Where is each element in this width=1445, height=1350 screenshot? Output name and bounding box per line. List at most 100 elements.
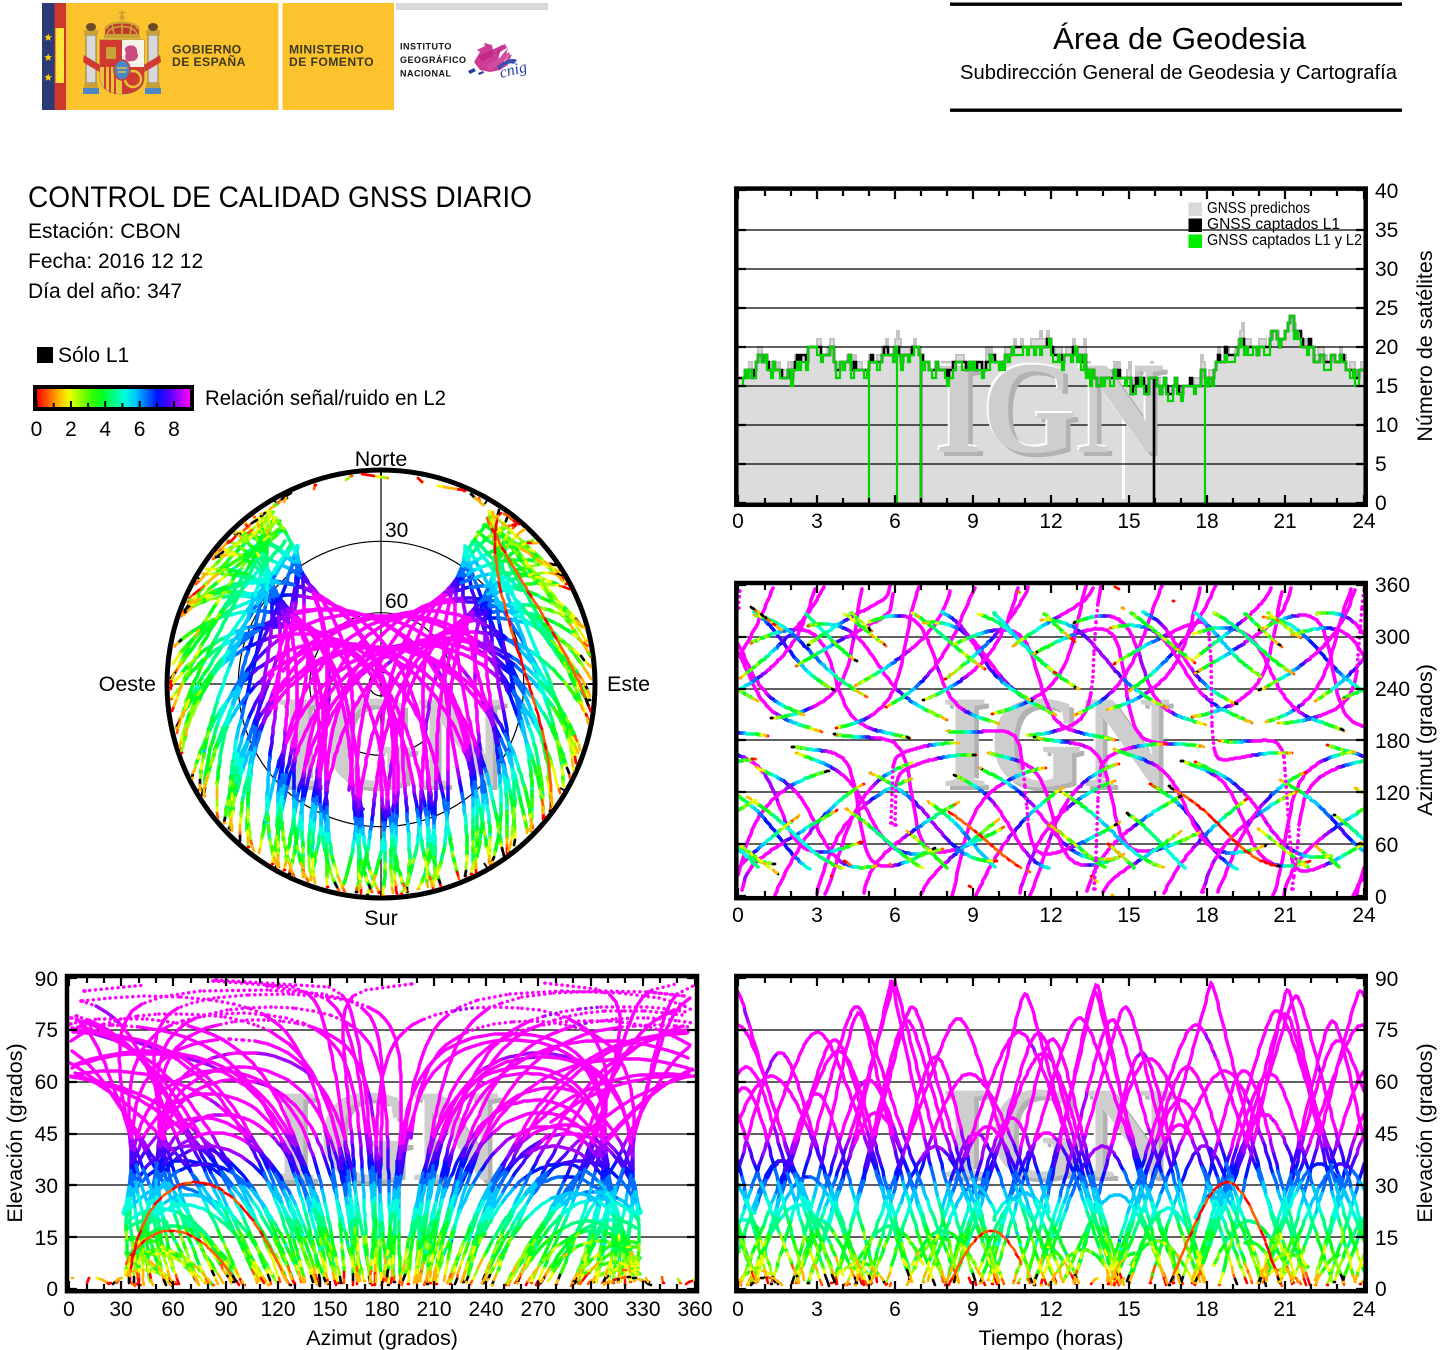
svg-text:MINISTERIO: MINISTERIO <box>289 43 364 57</box>
svg-text:GOBIERNO: GOBIERNO <box>172 43 242 57</box>
svg-text:IGN: IGN <box>935 335 1164 481</box>
svg-text:30: 30 <box>35 1175 58 1198</box>
svg-text:DE FOMENTO: DE FOMENTO <box>289 55 374 69</box>
svg-text:75: 75 <box>35 1019 58 1042</box>
svg-text:330: 330 <box>625 1298 660 1321</box>
svg-text:Sur: Sur <box>364 906 397 930</box>
svg-text:0: 0 <box>732 510 744 533</box>
svg-text:0: 0 <box>31 418 43 441</box>
svg-text:21: 21 <box>1273 904 1296 927</box>
svg-text:240: 240 <box>1375 678 1410 701</box>
svg-text:0: 0 <box>1375 492 1387 515</box>
svg-text:360: 360 <box>1375 574 1410 597</box>
svg-text:cnig: cnig <box>498 59 529 82</box>
svg-text:18: 18 <box>1195 904 1218 927</box>
svg-text:12: 12 <box>1039 1298 1062 1321</box>
svg-text:Azimut (grados): Azimut (grados) <box>306 1326 458 1350</box>
svg-text:30: 30 <box>385 519 408 542</box>
svg-text:6: 6 <box>889 1298 901 1321</box>
svg-text:3: 3 <box>811 510 823 533</box>
svg-text:270: 270 <box>520 1298 555 1321</box>
svg-text:CONTROL DE CALIDAD GNSS DIARIO: CONTROL DE CALIDAD GNSS DIARIO <box>28 181 532 214</box>
svg-text:Día del año: 347: Día del año: 347 <box>28 280 182 303</box>
svg-text:60: 60 <box>161 1298 184 1321</box>
svg-text:Estación: CBON: Estación: CBON <box>28 220 181 243</box>
svg-text:12: 12 <box>1039 904 1062 927</box>
svg-text:0: 0 <box>1375 886 1387 909</box>
svg-text:GNSS captados L1 y L2: GNSS captados L1 y L2 <box>1207 232 1362 249</box>
svg-text:60: 60 <box>385 590 408 613</box>
svg-text:Número de satélites: Número de satélites <box>1413 250 1437 441</box>
svg-text:210: 210 <box>416 1298 451 1321</box>
svg-text:8: 8 <box>168 418 180 441</box>
svg-text:15: 15 <box>1117 510 1140 533</box>
svg-text:Fecha: 2016 12 12: Fecha: 2016 12 12 <box>28 250 203 273</box>
svg-text:NACIONAL: NACIONAL <box>400 69 452 79</box>
svg-text:4: 4 <box>99 418 111 441</box>
svg-text:120: 120 <box>1375 782 1410 805</box>
svg-text:Tiempo (horas): Tiempo (horas) <box>979 1326 1124 1350</box>
svg-text:GEOGRÁFICO: GEOGRÁFICO <box>400 55 467 65</box>
svg-text:GNSS predichos: GNSS predichos <box>1207 200 1310 217</box>
svg-text:3: 3 <box>811 1298 823 1321</box>
svg-text:Sólo L1: Sólo L1 <box>58 344 129 367</box>
svg-text:IGN: IGN <box>933 333 1162 479</box>
svg-text:20: 20 <box>1375 336 1398 359</box>
svg-text:45: 45 <box>35 1123 58 1146</box>
svg-text:6: 6 <box>889 510 901 533</box>
svg-text:240: 240 <box>468 1298 503 1321</box>
svg-text:25: 25 <box>1375 297 1398 320</box>
svg-text:24: 24 <box>1352 510 1376 533</box>
svg-text:180: 180 <box>364 1298 399 1321</box>
svg-text:75: 75 <box>1375 1019 1398 1042</box>
svg-text:Elevación (grados): Elevación (grados) <box>1413 1043 1437 1222</box>
svg-text:9: 9 <box>967 1298 979 1321</box>
svg-text:150: 150 <box>312 1298 347 1321</box>
svg-text:30: 30 <box>1375 1175 1398 1198</box>
svg-text:0: 0 <box>732 904 744 927</box>
svg-text:120: 120 <box>260 1298 295 1321</box>
svg-text:15: 15 <box>1375 1227 1398 1250</box>
svg-text:30: 30 <box>1375 258 1398 281</box>
svg-text:Relación señal/ruido en L2: Relación señal/ruido en L2 <box>205 387 446 410</box>
svg-text:90: 90 <box>214 1298 237 1321</box>
svg-text:6: 6 <box>134 418 146 441</box>
svg-text:Este: Este <box>607 672 650 696</box>
svg-text:10: 10 <box>1375 414 1398 437</box>
svg-text:Azimut (grados): Azimut (grados) <box>1413 664 1437 816</box>
svg-text:24: 24 <box>1352 1298 1376 1321</box>
svg-text:60: 60 <box>35 1071 58 1094</box>
svg-text:90: 90 <box>1375 968 1398 991</box>
svg-text:15: 15 <box>1117 1298 1140 1321</box>
svg-text:300: 300 <box>1375 626 1410 649</box>
svg-text:9: 9 <box>967 510 979 533</box>
svg-text:DE ESPAÑA: DE ESPAÑA <box>172 54 246 69</box>
svg-text:30: 30 <box>109 1298 132 1321</box>
svg-text:360: 360 <box>677 1298 712 1321</box>
svg-text:3: 3 <box>811 904 823 927</box>
svg-text:0: 0 <box>63 1298 75 1321</box>
svg-text:Elevación (grados): Elevación (grados) <box>3 1043 27 1222</box>
svg-text:12: 12 <box>1039 510 1062 533</box>
svg-text:180: 180 <box>1375 730 1410 753</box>
svg-text:Oeste: Oeste <box>99 672 156 696</box>
svg-text:INSTITUTO: INSTITUTO <box>400 42 452 52</box>
svg-text:24: 24 <box>1352 904 1376 927</box>
svg-text:18: 18 <box>1195 1298 1218 1321</box>
svg-text:15: 15 <box>35 1227 58 1250</box>
svg-text:Área de Geodesia: Área de Geodesia <box>1053 21 1307 56</box>
svg-text:60: 60 <box>1375 834 1398 857</box>
svg-text:15: 15 <box>1375 375 1398 398</box>
svg-text:Norte: Norte <box>355 447 408 471</box>
svg-text:Subdirección General de Geodes: Subdirección General de Geodesia y Carto… <box>960 61 1398 84</box>
svg-text:0: 0 <box>46 1278 58 1301</box>
svg-text:21: 21 <box>1273 510 1296 533</box>
svg-text:0: 0 <box>1375 1278 1387 1301</box>
svg-text:5: 5 <box>1375 453 1387 476</box>
svg-text:GNSS captados L1: GNSS captados L1 <box>1207 216 1340 233</box>
svg-text:2: 2 <box>65 418 77 441</box>
svg-text:0: 0 <box>732 1298 744 1321</box>
svg-text:18: 18 <box>1195 510 1218 533</box>
svg-text:60: 60 <box>1375 1071 1398 1094</box>
svg-text:90: 90 <box>35 968 58 991</box>
